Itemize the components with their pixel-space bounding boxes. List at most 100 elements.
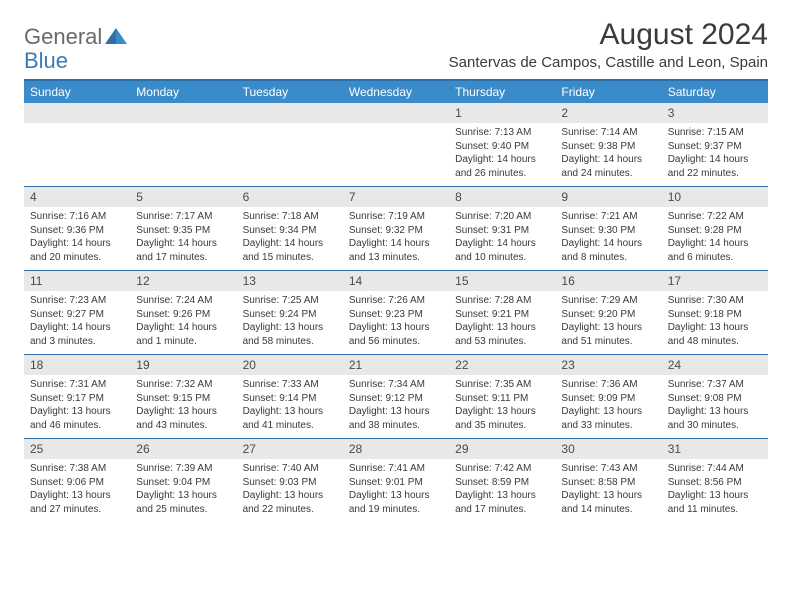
sunrise-text: Sunrise: 7:43 AM xyxy=(561,462,655,476)
day-number: 8 xyxy=(449,187,555,207)
day-number: 18 xyxy=(24,355,130,375)
day-number: 21 xyxy=(343,355,449,375)
sunset-text: Sunset: 9:03 PM xyxy=(243,476,337,490)
day-number: 10 xyxy=(662,187,768,207)
day-cell: Sunrise: 7:20 AMSunset: 9:31 PMDaylight:… xyxy=(449,207,555,270)
daylight-text: Daylight: 13 hours and 48 minutes. xyxy=(668,321,762,348)
sunset-text: Sunset: 9:28 PM xyxy=(668,224,762,238)
day-cell xyxy=(237,123,343,186)
day-cell: Sunrise: 7:26 AMSunset: 9:23 PMDaylight:… xyxy=(343,291,449,354)
daynum-band: 123 xyxy=(24,103,768,123)
weekday-friday: Friday xyxy=(555,81,661,103)
week-row: 18192021222324Sunrise: 7:31 AMSunset: 9:… xyxy=(24,354,768,438)
sunrise-text: Sunrise: 7:39 AM xyxy=(136,462,230,476)
sunrise-text: Sunrise: 7:36 AM xyxy=(561,378,655,392)
daylight-text: Daylight: 13 hours and 38 minutes. xyxy=(349,405,443,432)
daylight-text: Daylight: 13 hours and 25 minutes. xyxy=(136,489,230,516)
day-number xyxy=(130,103,236,123)
day-cell: Sunrise: 7:21 AMSunset: 9:30 PMDaylight:… xyxy=(555,207,661,270)
daylight-text: Daylight: 14 hours and 24 minutes. xyxy=(561,153,655,180)
sunrise-text: Sunrise: 7:37 AM xyxy=(668,378,762,392)
day-cell: Sunrise: 7:28 AMSunset: 9:21 PMDaylight:… xyxy=(449,291,555,354)
sunset-text: Sunset: 9:34 PM xyxy=(243,224,337,238)
day-cell: Sunrise: 7:32 AMSunset: 9:15 PMDaylight:… xyxy=(130,375,236,438)
sunrise-text: Sunrise: 7:14 AM xyxy=(561,126,655,140)
sunrise-text: Sunrise: 7:29 AM xyxy=(561,294,655,308)
day-cell: Sunrise: 7:24 AMSunset: 9:26 PMDaylight:… xyxy=(130,291,236,354)
sunset-text: Sunset: 9:35 PM xyxy=(136,224,230,238)
daylight-text: Daylight: 14 hours and 17 minutes. xyxy=(136,237,230,264)
day-cell: Sunrise: 7:17 AMSunset: 9:35 PMDaylight:… xyxy=(130,207,236,270)
sunrise-text: Sunrise: 7:23 AM xyxy=(30,294,124,308)
sunrise-text: Sunrise: 7:21 AM xyxy=(561,210,655,224)
day-number: 9 xyxy=(555,187,661,207)
sunrise-text: Sunrise: 7:17 AM xyxy=(136,210,230,224)
day-cell: Sunrise: 7:19 AMSunset: 9:32 PMDaylight:… xyxy=(343,207,449,270)
sunrise-text: Sunrise: 7:38 AM xyxy=(30,462,124,476)
daylight-text: Daylight: 13 hours and 56 minutes. xyxy=(349,321,443,348)
cells-row: Sunrise: 7:38 AMSunset: 9:06 PMDaylight:… xyxy=(24,459,768,522)
sunset-text: Sunset: 8:56 PM xyxy=(668,476,762,490)
daylight-text: Daylight: 14 hours and 26 minutes. xyxy=(455,153,549,180)
daylight-text: Daylight: 13 hours and 53 minutes. xyxy=(455,321,549,348)
sunrise-text: Sunrise: 7:31 AM xyxy=(30,378,124,392)
sunset-text: Sunset: 9:38 PM xyxy=(561,140,655,154)
day-cell: Sunrise: 7:16 AMSunset: 9:36 PMDaylight:… xyxy=(24,207,130,270)
weekday-thursday: Thursday xyxy=(449,81,555,103)
day-number: 17 xyxy=(662,271,768,291)
sunset-text: Sunset: 9:37 PM xyxy=(668,140,762,154)
day-number: 15 xyxy=(449,271,555,291)
daylight-text: Daylight: 13 hours and 58 minutes. xyxy=(243,321,337,348)
day-cell: Sunrise: 7:43 AMSunset: 8:58 PMDaylight:… xyxy=(555,459,661,522)
daynum-band: 11121314151617 xyxy=(24,271,768,291)
day-number: 20 xyxy=(237,355,343,375)
day-number: 1 xyxy=(449,103,555,123)
day-cell: Sunrise: 7:33 AMSunset: 9:14 PMDaylight:… xyxy=(237,375,343,438)
sunset-text: Sunset: 9:27 PM xyxy=(30,308,124,322)
sunset-text: Sunset: 9:04 PM xyxy=(136,476,230,490)
day-cell: Sunrise: 7:31 AMSunset: 9:17 PMDaylight:… xyxy=(24,375,130,438)
logo-text-blue: Blue xyxy=(24,48,68,73)
sunrise-text: Sunrise: 7:26 AM xyxy=(349,294,443,308)
sunrise-text: Sunrise: 7:19 AM xyxy=(349,210,443,224)
day-cell: Sunrise: 7:25 AMSunset: 9:24 PMDaylight:… xyxy=(237,291,343,354)
day-number: 11 xyxy=(24,271,130,291)
weeks-container: 123Sunrise: 7:13 AMSunset: 9:40 PMDaylig… xyxy=(24,103,768,522)
day-number: 31 xyxy=(662,439,768,459)
page-header: General August 2024 Santervas de Campos,… xyxy=(24,18,768,71)
day-cell: Sunrise: 7:36 AMSunset: 9:09 PMDaylight:… xyxy=(555,375,661,438)
day-cell: Sunrise: 7:15 AMSunset: 9:37 PMDaylight:… xyxy=(662,123,768,186)
day-number: 25 xyxy=(24,439,130,459)
daylight-text: Daylight: 14 hours and 1 minute. xyxy=(136,321,230,348)
daylight-text: Daylight: 14 hours and 10 minutes. xyxy=(455,237,549,264)
sunset-text: Sunset: 9:32 PM xyxy=(349,224,443,238)
daynum-band: 45678910 xyxy=(24,187,768,207)
day-number: 6 xyxy=(237,187,343,207)
sunset-text: Sunset: 9:36 PM xyxy=(30,224,124,238)
calendar: Sunday Monday Tuesday Wednesday Thursday… xyxy=(24,79,768,522)
day-number: 5 xyxy=(130,187,236,207)
daylight-text: Daylight: 13 hours and 30 minutes. xyxy=(668,405,762,432)
day-cell: Sunrise: 7:37 AMSunset: 9:08 PMDaylight:… xyxy=(662,375,768,438)
daylight-text: Daylight: 13 hours and 14 minutes. xyxy=(561,489,655,516)
sunset-text: Sunset: 9:21 PM xyxy=(455,308,549,322)
sunrise-text: Sunrise: 7:34 AM xyxy=(349,378,443,392)
daynum-band: 25262728293031 xyxy=(24,439,768,459)
week-row: 25262728293031Sunrise: 7:38 AMSunset: 9:… xyxy=(24,438,768,522)
sunrise-text: Sunrise: 7:16 AM xyxy=(30,210,124,224)
daylight-text: Daylight: 14 hours and 15 minutes. xyxy=(243,237,337,264)
sunrise-text: Sunrise: 7:25 AM xyxy=(243,294,337,308)
day-cell: Sunrise: 7:35 AMSunset: 9:11 PMDaylight:… xyxy=(449,375,555,438)
weekday-sunday: Sunday xyxy=(24,81,130,103)
sunrise-text: Sunrise: 7:28 AM xyxy=(455,294,549,308)
sunrise-text: Sunrise: 7:30 AM xyxy=(668,294,762,308)
sunrise-text: Sunrise: 7:35 AM xyxy=(455,378,549,392)
sunset-text: Sunset: 8:58 PM xyxy=(561,476,655,490)
sunset-text: Sunset: 9:20 PM xyxy=(561,308,655,322)
sunset-text: Sunset: 9:18 PM xyxy=(668,308,762,322)
day-cell: Sunrise: 7:29 AMSunset: 9:20 PMDaylight:… xyxy=(555,291,661,354)
day-number: 27 xyxy=(237,439,343,459)
day-number xyxy=(343,103,449,123)
daylight-text: Daylight: 14 hours and 8 minutes. xyxy=(561,237,655,264)
day-number: 29 xyxy=(449,439,555,459)
